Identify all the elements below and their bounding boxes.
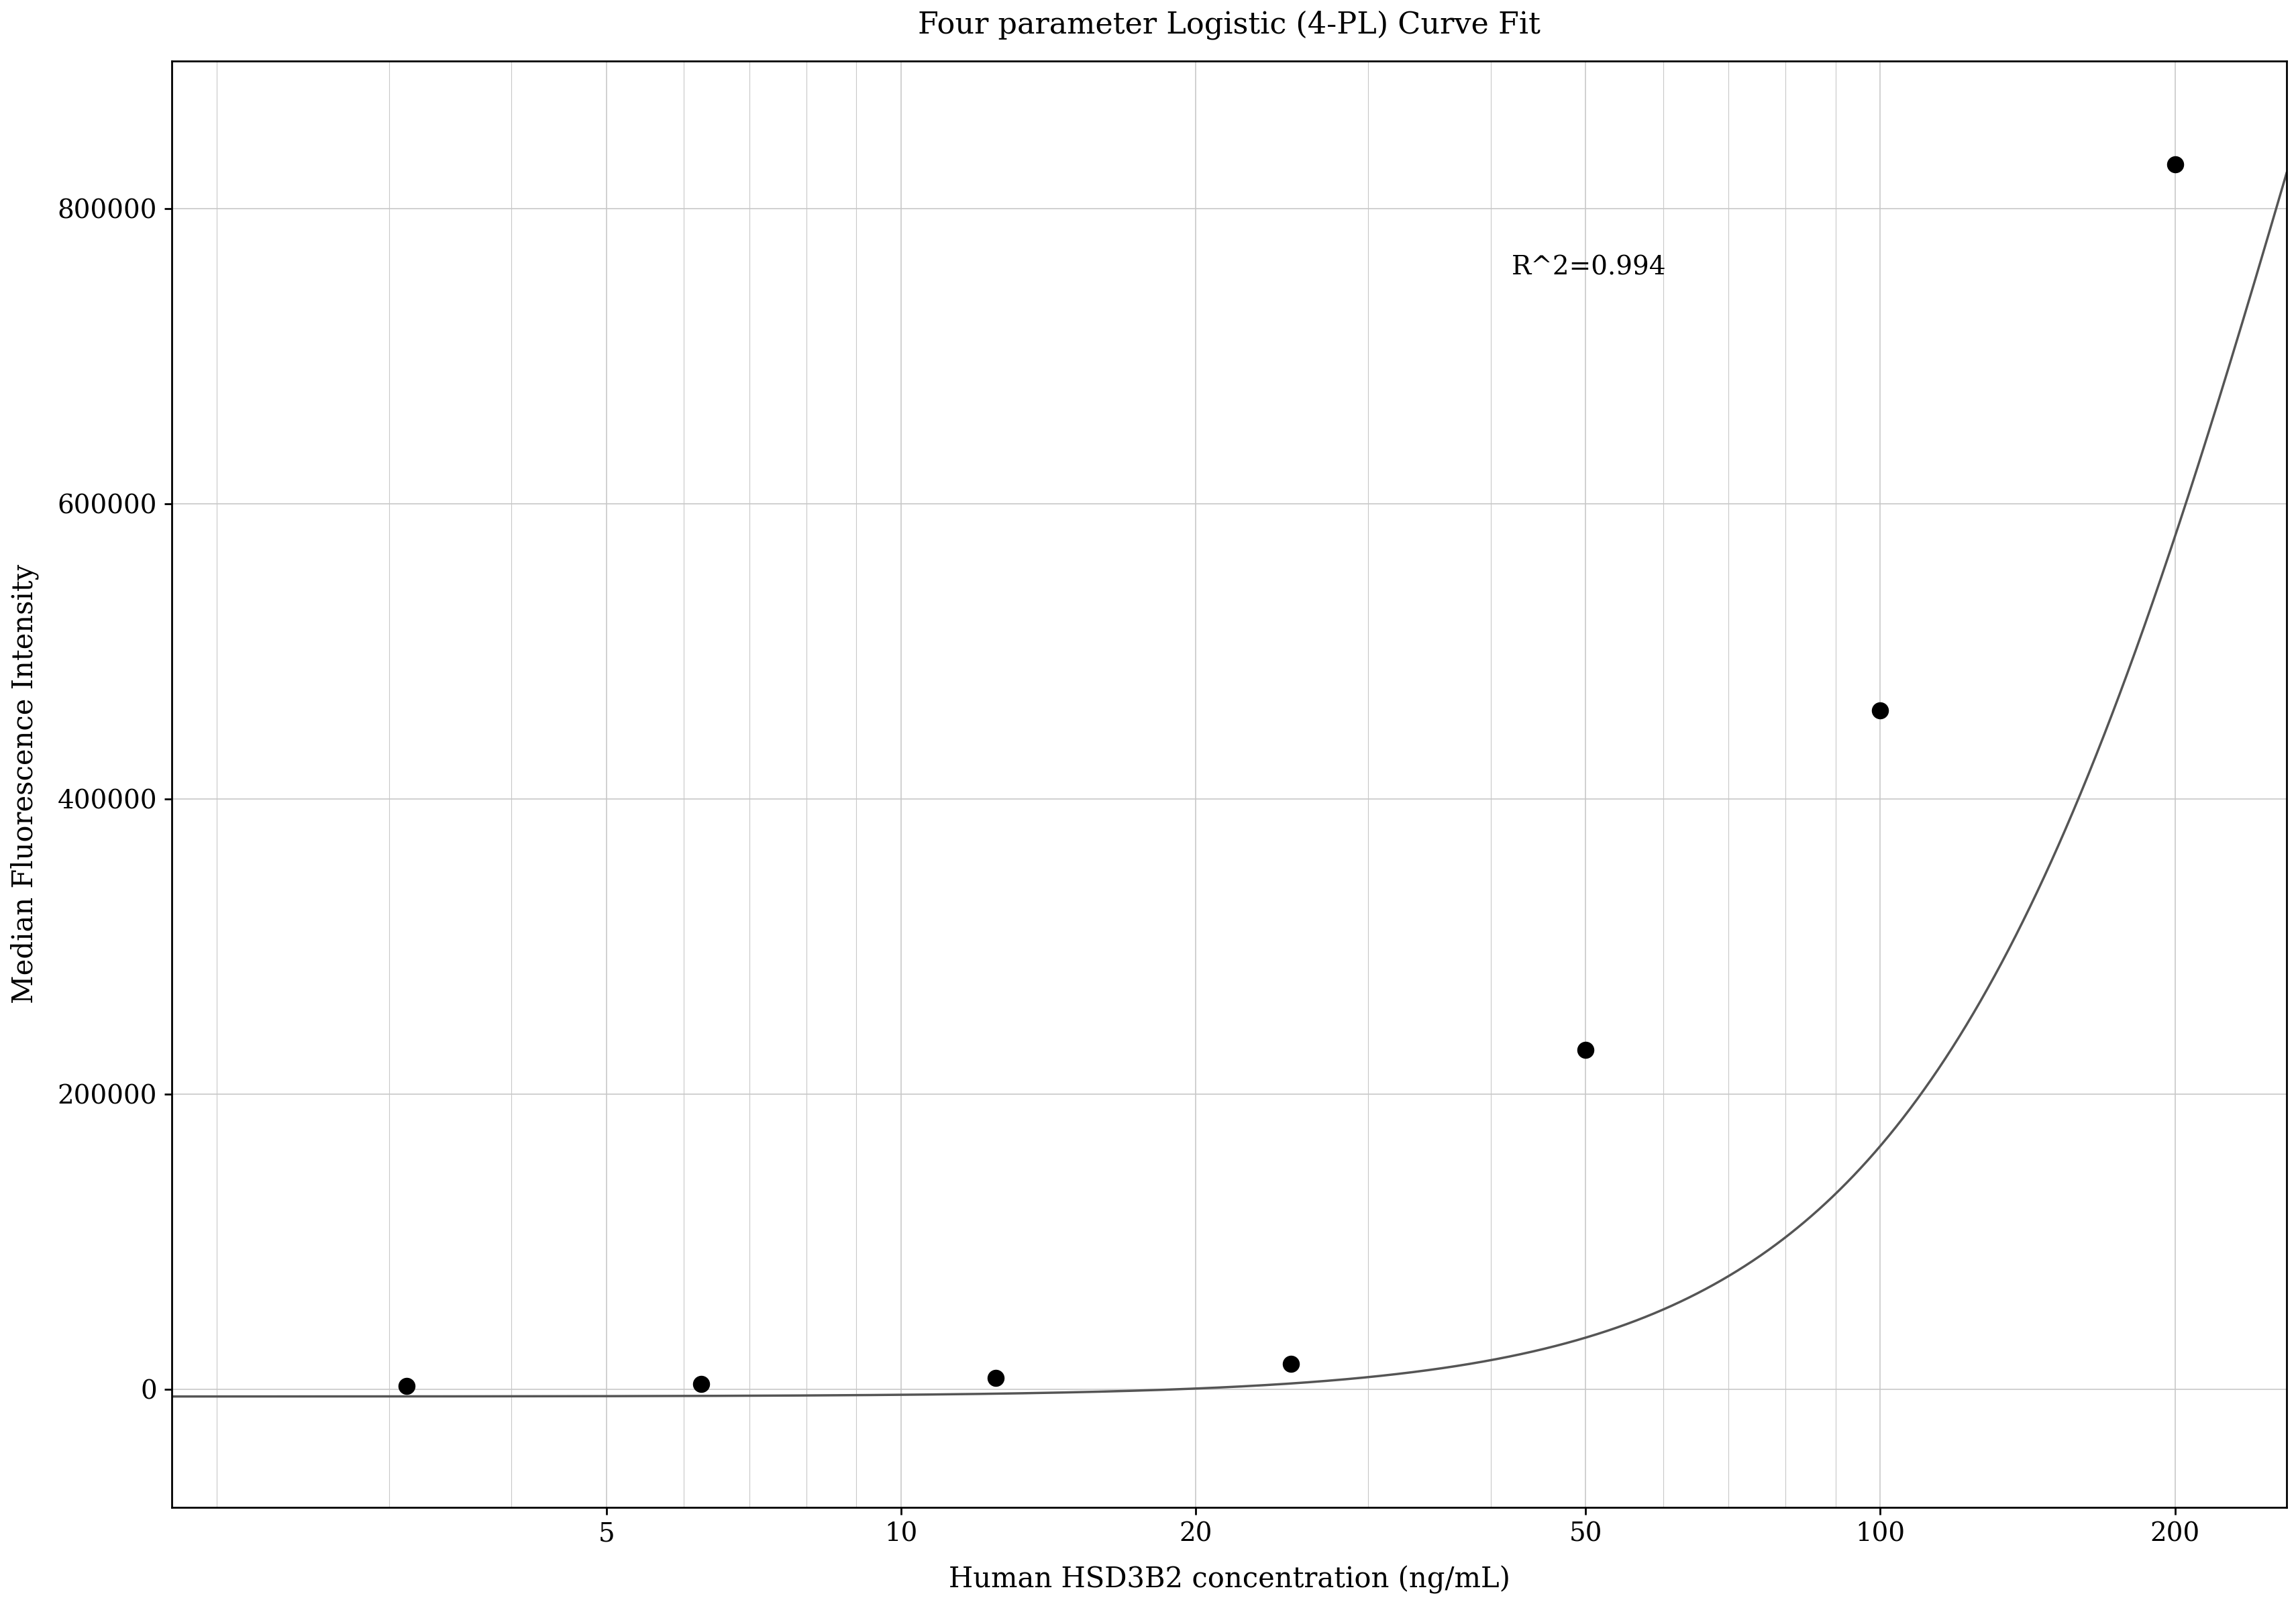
Point xyxy=(682,1371,719,1397)
Y-axis label: Median Fluorescence Intensity: Median Fluorescence Intensity xyxy=(9,565,39,1004)
Point xyxy=(1272,1351,1309,1376)
Point xyxy=(978,1365,1015,1391)
Point xyxy=(2156,151,2193,176)
Point xyxy=(388,1373,425,1399)
Text: R^2=0.994: R^2=0.994 xyxy=(1511,255,1665,281)
X-axis label: Human HSD3B2 concentration (ng/mL): Human HSD3B2 concentration (ng/mL) xyxy=(948,1566,1508,1594)
Title: Four parameter Logistic (4-PL) Curve Fit: Four parameter Logistic (4-PL) Curve Fit xyxy=(918,10,1541,40)
Point xyxy=(1566,1036,1603,1062)
Point xyxy=(1862,698,1899,723)
